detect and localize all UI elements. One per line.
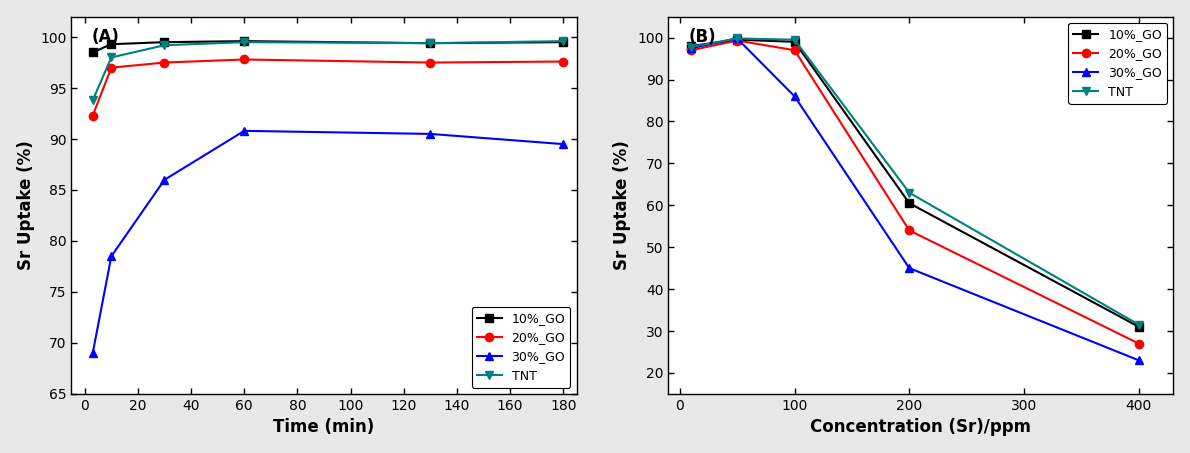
20%_GO <box>424 60 438 65</box>
10%_GO <box>684 43 699 49</box>
TNT <box>157 43 171 48</box>
30%_GO <box>157 177 171 183</box>
TNT <box>1132 322 1146 328</box>
TNT <box>684 44 699 49</box>
10%_GO <box>157 39 171 45</box>
Line: 10%_GO: 10%_GO <box>88 37 568 57</box>
30%_GO <box>902 265 916 271</box>
30%_GO <box>556 141 570 147</box>
Legend: 10%_GO, 20%_GO, 30%_GO, TNT: 10%_GO, 20%_GO, 30%_GO, TNT <box>471 307 570 388</box>
10%_GO <box>237 39 251 44</box>
Line: 30%_GO: 30%_GO <box>88 127 568 357</box>
X-axis label: Time (min): Time (min) <box>274 418 375 436</box>
20%_GO <box>105 65 119 70</box>
TNT <box>424 40 438 46</box>
30%_GO <box>684 45 699 51</box>
TNT <box>86 97 100 103</box>
20%_GO <box>237 57 251 62</box>
10%_GO <box>729 37 744 43</box>
30%_GO <box>105 254 119 259</box>
30%_GO <box>788 94 802 99</box>
Legend: 10%_GO, 20%_GO, 30%_GO, TNT: 10%_GO, 20%_GO, 30%_GO, TNT <box>1069 23 1167 104</box>
TNT <box>729 36 744 41</box>
TNT <box>902 190 916 195</box>
10%_GO <box>902 201 916 206</box>
20%_GO <box>902 228 916 233</box>
Text: (B): (B) <box>689 28 716 46</box>
20%_GO <box>684 48 699 53</box>
Line: 20%_GO: 20%_GO <box>88 55 568 120</box>
Line: TNT: TNT <box>687 34 1144 329</box>
10%_GO <box>1132 324 1146 330</box>
30%_GO <box>237 128 251 134</box>
10%_GO <box>86 50 100 55</box>
10%_GO <box>788 39 802 44</box>
TNT <box>788 37 802 43</box>
20%_GO <box>1132 341 1146 347</box>
Y-axis label: Sr Uptake (%): Sr Uptake (%) <box>17 140 35 270</box>
20%_GO <box>86 113 100 118</box>
TNT <box>105 55 119 60</box>
Line: 30%_GO: 30%_GO <box>687 34 1144 365</box>
10%_GO <box>556 39 570 45</box>
Text: (A): (A) <box>92 28 119 46</box>
20%_GO <box>788 48 802 53</box>
10%_GO <box>105 42 119 47</box>
Line: TNT: TNT <box>88 37 568 105</box>
30%_GO <box>1132 358 1146 363</box>
Line: 10%_GO: 10%_GO <box>687 35 1144 331</box>
20%_GO <box>157 60 171 65</box>
X-axis label: Concentration (Sr)/ppm: Concentration (Sr)/ppm <box>810 418 1032 436</box>
20%_GO <box>729 38 744 43</box>
30%_GO <box>86 351 100 356</box>
TNT <box>556 39 570 44</box>
TNT <box>237 39 251 45</box>
10%_GO <box>424 40 438 46</box>
30%_GO <box>729 36 744 41</box>
30%_GO <box>424 131 438 137</box>
Y-axis label: Sr Uptake (%): Sr Uptake (%) <box>614 140 632 270</box>
20%_GO <box>556 59 570 64</box>
Line: 20%_GO: 20%_GO <box>687 36 1144 348</box>
